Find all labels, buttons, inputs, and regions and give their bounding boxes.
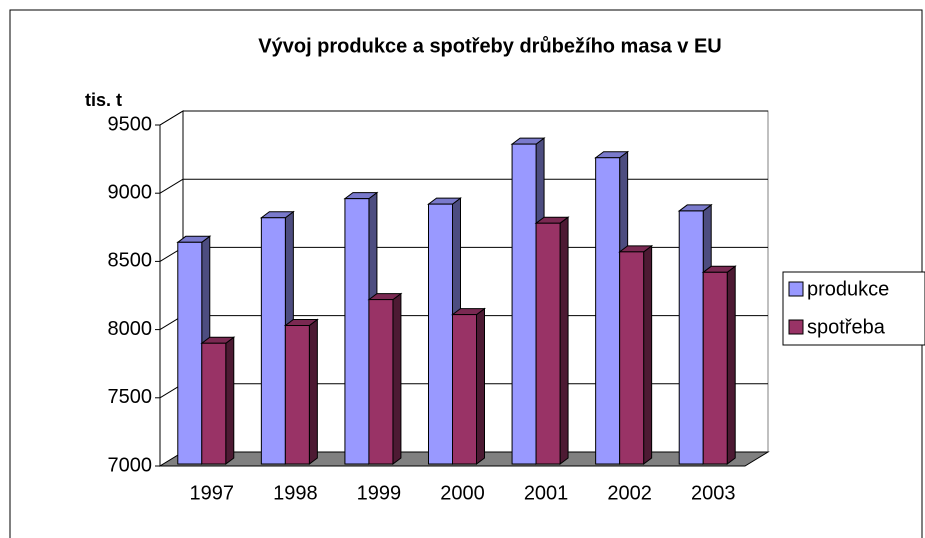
bar-side — [225, 336, 235, 465]
x-tick-label: 1997 — [190, 482, 235, 504]
bar — [368, 299, 394, 465]
y-tick-label: 9500 — [108, 113, 153, 135]
bar — [428, 203, 453, 465]
x-tick-label: 1999 — [357, 482, 402, 504]
y-tick-label: 8500 — [108, 250, 153, 272]
x-tick-label: 1998 — [273, 482, 318, 504]
bar — [619, 251, 645, 465]
x-tick-label: 2000 — [440, 482, 485, 504]
y-tick-label: 9000 — [108, 181, 153, 203]
bar — [535, 222, 561, 465]
bar — [260, 217, 286, 465]
bar-side — [476, 307, 485, 465]
bar-side — [726, 265, 736, 465]
grid-line-side — [159, 178, 184, 194]
grid-line-side — [159, 110, 184, 126]
bar — [702, 271, 728, 465]
bar — [201, 342, 227, 465]
bar — [452, 314, 477, 465]
bar — [511, 143, 537, 465]
bar — [595, 157, 621, 465]
bar — [177, 241, 203, 465]
y-tick-label: 8000 — [108, 318, 153, 340]
bar — [678, 210, 704, 465]
y-axis-label: tis. t — [85, 90, 122, 110]
bar-side — [559, 216, 569, 465]
x-tick-label: 2003 — [691, 482, 736, 504]
bar-side — [392, 292, 402, 465]
y-tick-label: 7000 — [108, 454, 153, 476]
bar-side — [308, 318, 318, 465]
legend-swatch — [788, 319, 804, 335]
chart-title: Vývoj produkce a spotřeby drůbežího masa… — [258, 35, 721, 57]
bar-side — [643, 244, 653, 465]
x-tick-label: 2002 — [607, 482, 652, 504]
legend — [782, 271, 925, 346]
legend-swatch — [788, 281, 804, 297]
legend-label: spotřeba — [807, 316, 886, 338]
y-tick-label: 7500 — [108, 386, 153, 408]
bar — [344, 198, 370, 465]
legend-label: produkce — [807, 278, 889, 300]
bar — [284, 325, 310, 465]
x-tick-label: 2001 — [524, 482, 569, 504]
